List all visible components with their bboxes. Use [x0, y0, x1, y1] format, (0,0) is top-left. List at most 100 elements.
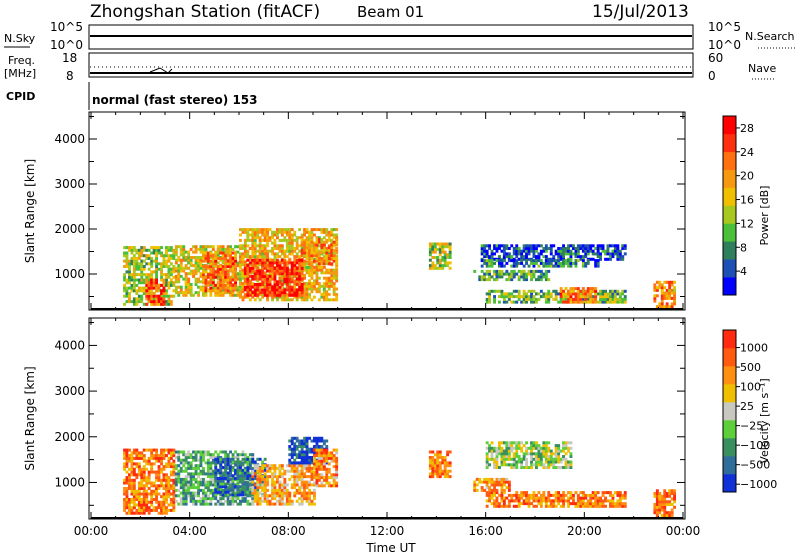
power-cell	[599, 255, 602, 259]
power-cell	[305, 248, 309, 252]
velocity-cell	[322, 456, 326, 460]
power-cell	[197, 264, 200, 268]
velocity-cell	[609, 493, 612, 497]
power-cell	[194, 272, 198, 276]
velocity-cell	[246, 460, 250, 464]
velocity-cell	[174, 456, 178, 459]
power-cell	[539, 244, 543, 248]
velocity-cell	[539, 496, 543, 500]
power-cell	[653, 283, 657, 287]
power-cell	[448, 256, 452, 259]
power-cell	[142, 259, 146, 263]
velocity-cell	[493, 466, 496, 469]
power-cell	[162, 297, 166, 301]
power-cell	[251, 274, 255, 278]
power-cell	[599, 244, 602, 248]
power-cell	[530, 275, 533, 279]
power-cell	[147, 273, 151, 277]
power-cell	[155, 289, 158, 293]
power-cell	[569, 255, 573, 259]
power-cell	[569, 292, 573, 296]
velocity-cell	[177, 475, 181, 479]
power-cell	[234, 283, 237, 287]
power-cell	[589, 297, 593, 301]
power-cell	[273, 277, 277, 281]
power-cell	[206, 281, 210, 285]
power-cell	[315, 268, 319, 272]
velocity-cell	[438, 475, 442, 479]
velocity-cell	[500, 488, 504, 492]
power-cell	[229, 245, 232, 249]
power-cell	[216, 281, 220, 285]
power-cell	[224, 291, 228, 295]
power-cell	[155, 302, 158, 306]
freq-label: Freq.	[8, 54, 35, 67]
power-cell	[145, 281, 149, 285]
velocity-cell	[142, 503, 146, 507]
velocity-cell	[157, 476, 161, 480]
power-cell	[236, 272, 240, 276]
power-cell	[332, 274, 336, 277]
velocity-cell	[433, 458, 437, 462]
power-cell	[162, 254, 166, 258]
velocity-cell	[229, 480, 232, 484]
velocity-cell	[290, 464, 294, 468]
power-cell	[236, 250, 240, 254]
velocity-cell	[527, 452, 531, 456]
power-cell	[251, 233, 255, 237]
power-cell	[219, 265, 223, 268]
power-cell	[325, 292, 329, 296]
velocity-cell	[140, 481, 144, 485]
velocity-cell	[137, 489, 141, 493]
velocity-cell	[539, 463, 543, 467]
power-cell	[554, 261, 558, 265]
power-cell	[199, 250, 203, 254]
power-cell	[601, 289, 605, 293]
velocity-cell	[128, 459, 131, 463]
velocity-cell	[436, 475, 440, 479]
power-cell	[327, 244, 331, 248]
power-cell	[549, 292, 553, 296]
velocity-cell	[621, 496, 625, 500]
power-cell	[606, 257, 610, 261]
velocity-cell	[236, 485, 240, 489]
power-cell	[258, 283, 262, 286]
power-cell	[177, 266, 181, 270]
power-cell	[315, 276, 319, 280]
power-colorbar-swatch	[723, 151, 736, 170]
velocity-cell	[288, 502, 292, 506]
velocity-cell	[441, 469, 445, 473]
velocity-cell	[298, 461, 302, 465]
velocity-cell	[142, 489, 146, 493]
power-cell	[187, 272, 191, 276]
power-cell	[525, 292, 528, 296]
velocity-cell	[169, 456, 173, 460]
power-cell	[206, 245, 210, 249]
power-cell	[258, 258, 262, 262]
power-cell	[308, 251, 311, 255]
power-cell	[327, 284, 331, 288]
power-cell	[261, 247, 265, 250]
power-cell	[280, 276, 284, 280]
velocity-cell	[142, 495, 146, 499]
velocity-cell	[204, 461, 208, 465]
velocity-cell	[517, 493, 521, 497]
velocity-cell	[436, 472, 440, 476]
velocity-cell	[313, 483, 316, 487]
power-cell	[288, 274, 292, 277]
power-cell	[199, 247, 203, 251]
power-cell	[261, 276, 265, 280]
power-cell	[601, 295, 605, 299]
velocity-cell	[285, 499, 289, 503]
power-cell	[187, 283, 191, 286]
velocity-cell	[599, 499, 602, 503]
velocity-cell	[130, 465, 134, 469]
velocity-cell	[522, 491, 526, 495]
power-cell	[179, 253, 183, 257]
velocity-cell	[271, 464, 274, 468]
velocity-cell	[219, 499, 223, 503]
velocity-cell	[271, 466, 274, 470]
power-cell	[596, 244, 600, 248]
power-cell	[276, 247, 279, 250]
power-cell	[234, 278, 237, 282]
